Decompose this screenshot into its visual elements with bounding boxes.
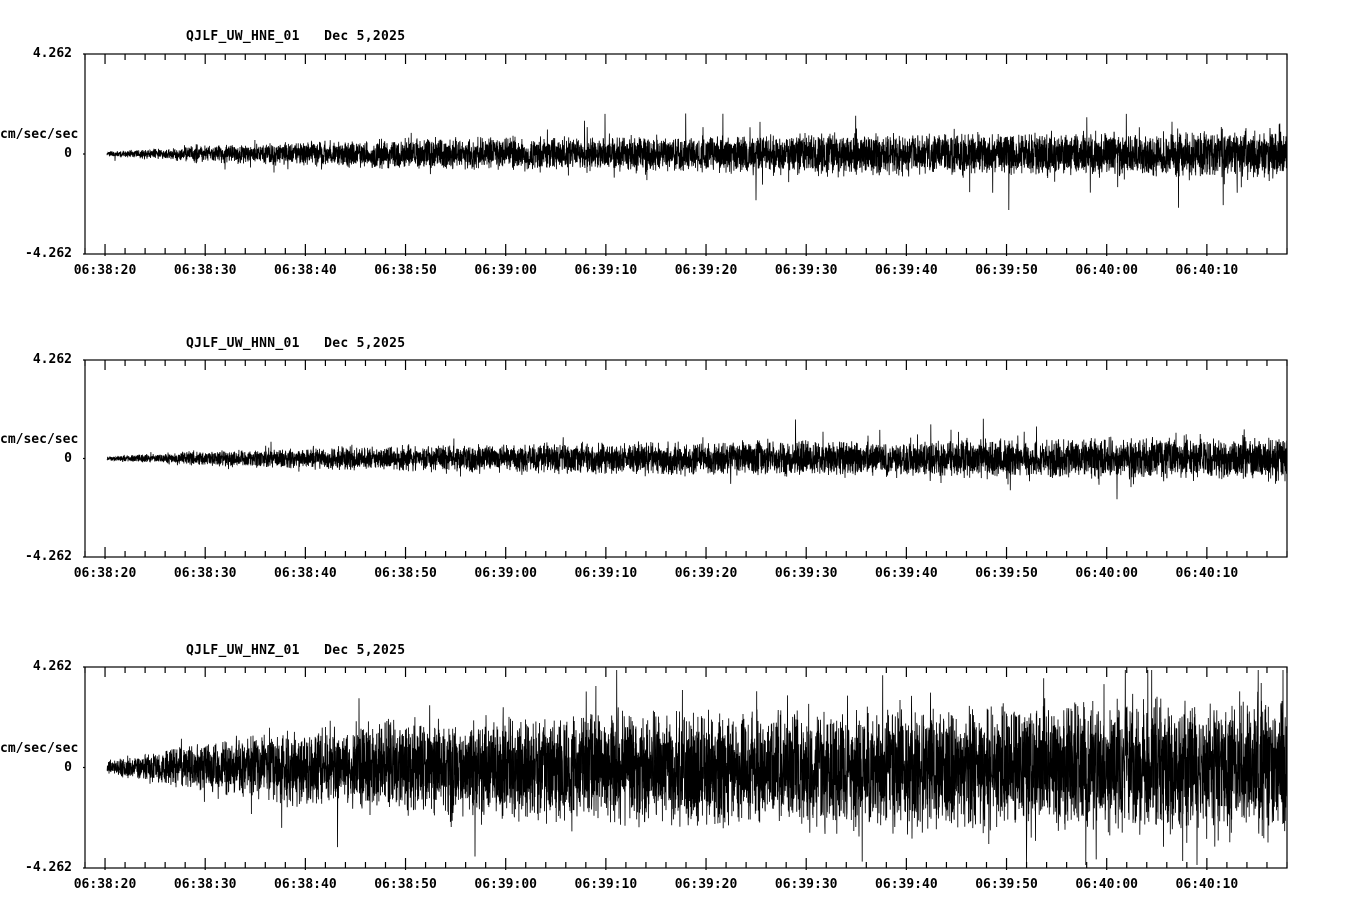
y-tick-label: -4.262	[25, 246, 72, 261]
x-tick-label: 06:40:00	[1075, 877, 1138, 892]
x-tick-label: 06:38:30	[173, 566, 237, 581]
x-tick-label: 06:40:00	[1075, 566, 1138, 581]
waveform-plot	[83, 359, 1288, 559]
x-tick-label: 06:39:20	[674, 263, 738, 278]
panel-title: QJLF_UW_HNE_01 Dec 5,2025	[186, 29, 406, 44]
y-tick-label: 0	[64, 450, 72, 466]
waveform-trace	[106, 113, 1288, 211]
x-tick-label: 06:39:40	[875, 877, 938, 892]
x-tick-label: 06:38:20	[73, 566, 137, 581]
x-tick-label: 06:39:10	[574, 263, 638, 278]
waveform-plot	[83, 666, 1288, 870]
axis-ticks	[83, 53, 1288, 256]
x-tick-label: 06:39:00	[474, 263, 537, 278]
x-tick-label: 06:39:20	[674, 877, 738, 892]
x-tick-label: 06:40:10	[1175, 263, 1239, 278]
y-tick-label: 4.262	[32, 659, 72, 674]
y-tick-label: 4.262	[32, 352, 72, 367]
x-tick-label: 06:39:50	[975, 566, 1038, 581]
x-tick-label: 06:39:00	[474, 566, 537, 581]
x-tick-label: 06:39:30	[774, 263, 838, 278]
x-tick-label: 06:40:10	[1175, 877, 1239, 892]
x-tick-label: 06:39:20	[674, 566, 738, 581]
x-tick-label: 06:39:30	[774, 566, 838, 581]
x-tick-label: 06:39:40	[875, 263, 938, 278]
y-tick-label: 4.262	[32, 46, 72, 61]
waveform-trace	[106, 669, 1288, 866]
y-axis-unit-label: cm/sec/sec	[0, 127, 79, 142]
x-tick-label: 06:39:10	[574, 566, 638, 581]
y-tick-label: 0	[64, 759, 72, 775]
x-tick-label: 06:38:40	[274, 263, 337, 278]
y-tick-label: -4.262	[25, 860, 72, 875]
waveform-plot	[83, 53, 1288, 256]
axis-ticks	[83, 666, 1288, 870]
waveform-trace	[106, 418, 1288, 500]
y-tick-label: -4.262	[25, 549, 72, 564]
x-tick-label: 06:39:40	[875, 566, 938, 581]
x-tick-label: 06:39:30	[774, 877, 838, 892]
x-tick-label: 06:38:50	[374, 877, 437, 892]
x-tick-label: 06:39:50	[975, 877, 1038, 892]
panel-title: QJLF_UW_HNN_01 Dec 5,2025	[186, 336, 406, 351]
y-tick-label: 0	[64, 146, 72, 161]
x-tick-label: 06:38:40	[274, 566, 337, 581]
x-tick-label: 06:38:30	[173, 263, 237, 278]
x-tick-label: 06:38:40	[274, 877, 337, 892]
x-tick-label: 06:38:20	[73, 263, 137, 278]
x-tick-label: 06:40:10	[1175, 566, 1239, 581]
x-tick-label: 06:39:00	[474, 877, 537, 892]
x-tick-label: 06:38:30	[173, 877, 237, 892]
axis-ticks	[83, 359, 1288, 559]
x-tick-label: 06:38:50	[374, 566, 437, 581]
y-axis-unit-label: cm/sec/sec	[0, 431, 79, 447]
x-tick-label: 06:39:10	[574, 877, 638, 892]
panel-title: QJLF_UW_HNZ_01 Dec 5,2025	[186, 643, 406, 658]
x-tick-label: 06:38:50	[374, 263, 437, 278]
x-tick-label: 06:39:50	[975, 263, 1038, 278]
x-tick-label: 06:40:00	[1075, 263, 1138, 278]
x-tick-label: 06:38:20	[73, 877, 137, 892]
y-axis-unit-label: cm/sec/sec	[0, 740, 79, 756]
